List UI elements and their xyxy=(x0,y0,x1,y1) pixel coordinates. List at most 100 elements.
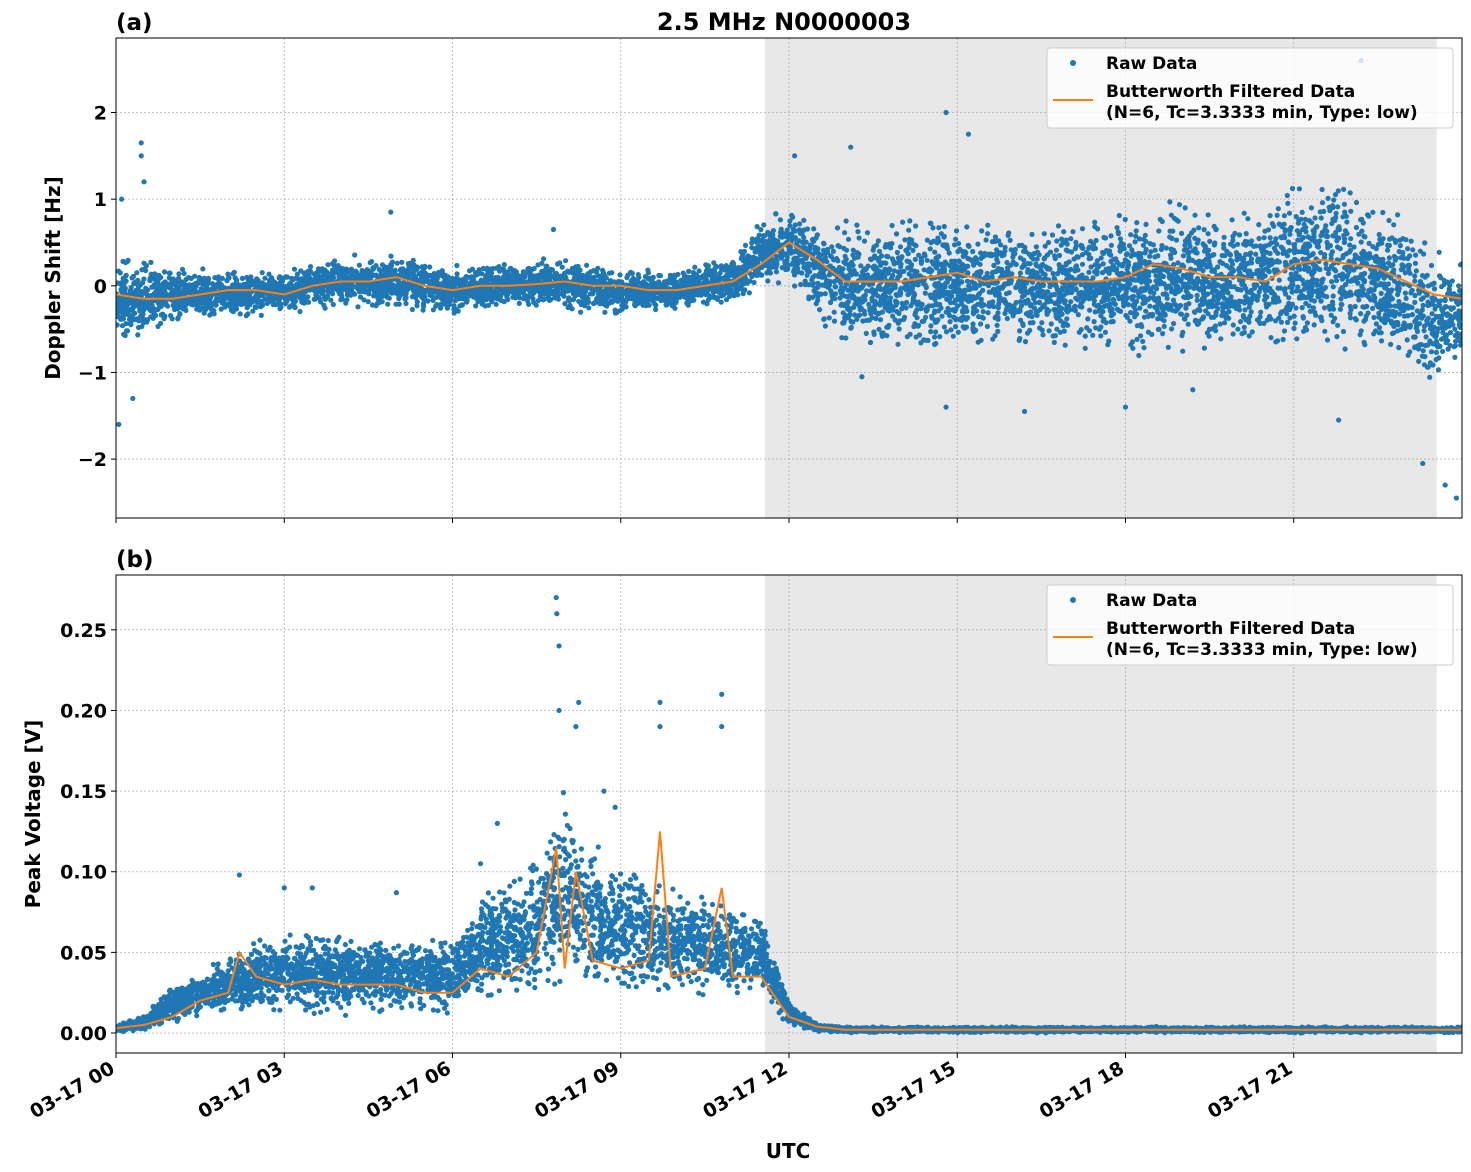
raw-data-point xyxy=(796,238,802,244)
raw-data-point xyxy=(1440,348,1446,354)
raw-data-point xyxy=(895,341,901,347)
raw-data-point xyxy=(1402,270,1408,276)
raw-data-point xyxy=(1403,295,1409,301)
raw-data-point xyxy=(855,229,861,235)
raw-data-point xyxy=(634,279,640,285)
raw-data-point xyxy=(1396,345,1402,351)
raw-data-point xyxy=(1407,349,1413,355)
raw-data-point xyxy=(1055,223,1062,229)
raw-data-point xyxy=(1139,324,1145,330)
raw-data-point xyxy=(1172,301,1178,307)
raw-data-point xyxy=(1017,335,1023,342)
raw-data-point xyxy=(1412,273,1418,279)
raw-data-point xyxy=(1034,256,1040,262)
raw-data-point xyxy=(937,334,943,340)
raw-data-point xyxy=(414,303,420,309)
raw-data-point xyxy=(936,253,942,260)
raw-data-point xyxy=(930,225,936,231)
raw-data-point xyxy=(1301,221,1307,227)
raw-data-point xyxy=(1226,251,1232,257)
raw-data-point xyxy=(1361,256,1367,262)
chart-title: 2.5 MHz N0000003 xyxy=(657,8,911,36)
raw-data-point xyxy=(971,284,978,290)
raw-data-point xyxy=(1371,314,1377,321)
raw-data-point xyxy=(955,329,961,335)
raw-data-point xyxy=(1138,279,1145,285)
raw-data-point xyxy=(1337,306,1343,312)
raw-data-point xyxy=(907,218,913,224)
raw-data-point xyxy=(1342,346,1348,352)
raw-data-point xyxy=(1351,244,1357,250)
raw-data-point xyxy=(411,262,417,268)
raw-data-point xyxy=(1241,324,1247,330)
raw-data-point xyxy=(950,307,956,313)
raw-data-point xyxy=(1412,299,1418,305)
raw-data-point xyxy=(1153,286,1160,292)
raw-data-point xyxy=(1161,323,1167,329)
raw-data-point xyxy=(824,259,830,265)
raw-data-point xyxy=(1421,328,1427,334)
raw-data-point xyxy=(138,289,144,295)
raw-data-point xyxy=(1302,216,1308,222)
raw-data-point xyxy=(822,291,828,297)
raw-data-point xyxy=(908,303,914,309)
raw-data-point xyxy=(1113,256,1119,262)
raw-data-point xyxy=(1267,250,1273,257)
raw-data-point xyxy=(1267,235,1273,241)
raw-data-point xyxy=(355,304,361,310)
raw-data-point xyxy=(1213,328,1219,334)
raw-data-point xyxy=(529,267,535,273)
raw-data-point xyxy=(1435,367,1442,373)
raw-data-point xyxy=(893,231,900,237)
raw-data-point xyxy=(1082,345,1088,351)
raw-data-point xyxy=(1102,329,1108,335)
raw-data-point xyxy=(212,275,218,281)
raw-data-point xyxy=(1324,239,1330,245)
raw-data-point xyxy=(1347,247,1353,253)
raw-data-point xyxy=(1286,210,1293,216)
raw-data-point xyxy=(201,310,207,316)
raw-data-point xyxy=(1273,318,1279,324)
raw-data-point xyxy=(761,222,767,228)
raw-data-point xyxy=(1248,250,1254,256)
raw-data-point xyxy=(1027,320,1033,326)
raw-data-point xyxy=(913,223,919,229)
raw-data-point xyxy=(1022,339,1029,345)
raw-data-point xyxy=(1427,374,1433,380)
raw-data-point xyxy=(1239,331,1245,337)
raw-data-point xyxy=(330,301,336,308)
raw-data-point xyxy=(1147,253,1153,259)
raw-data-point xyxy=(867,339,874,346)
raw-data-point xyxy=(200,266,206,272)
raw-data-point xyxy=(1385,247,1391,253)
raw-data-point xyxy=(1051,339,1057,345)
raw-data-point xyxy=(959,315,965,321)
raw-data-point xyxy=(916,252,922,258)
raw-data-point xyxy=(237,311,243,317)
raw-data-point xyxy=(1266,269,1272,275)
raw-data-point xyxy=(1312,215,1318,221)
raw-data-point xyxy=(1291,247,1297,253)
raw-data-point xyxy=(1205,231,1211,237)
raw-data-point xyxy=(1358,271,1364,278)
raw-data-point xyxy=(858,263,864,269)
raw-data-point xyxy=(1405,246,1411,252)
raw-data-point xyxy=(1297,266,1303,272)
raw-data-point xyxy=(1271,223,1277,229)
raw-data-point xyxy=(894,249,901,256)
raw-data-point xyxy=(1037,325,1043,331)
raw-data-point xyxy=(1024,330,1031,336)
raw-data-point xyxy=(420,307,426,313)
raw-data-point xyxy=(826,315,832,321)
raw-data-point xyxy=(1412,252,1419,258)
raw-data-point xyxy=(1405,313,1411,319)
raw-data-point xyxy=(686,268,692,274)
raw-data-point xyxy=(1296,186,1302,192)
raw-data-point xyxy=(980,315,986,321)
raw-data-point xyxy=(436,269,442,275)
raw-data-point xyxy=(143,285,149,291)
raw-data-point xyxy=(1276,277,1282,283)
raw-data-point xyxy=(1397,243,1403,249)
raw-data-point xyxy=(1417,278,1423,285)
raw-data-point xyxy=(933,329,939,335)
